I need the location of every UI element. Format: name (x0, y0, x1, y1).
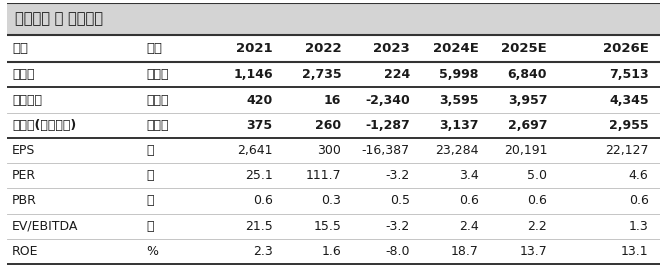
Text: 111.7: 111.7 (305, 169, 342, 182)
Text: -3.2: -3.2 (386, 220, 410, 233)
Text: 배: 배 (146, 194, 153, 207)
Text: 18.7: 18.7 (451, 245, 479, 258)
Text: 7,513: 7,513 (609, 68, 648, 81)
Text: 2023: 2023 (374, 42, 410, 55)
Text: 3,137: 3,137 (439, 119, 479, 132)
Text: 6,840: 6,840 (508, 68, 547, 81)
Text: EPS: EPS (12, 144, 35, 157)
Text: 260: 260 (315, 119, 342, 132)
Text: -1,287: -1,287 (366, 119, 410, 132)
Text: 25.1: 25.1 (245, 169, 273, 182)
Text: 배: 배 (146, 169, 153, 182)
Text: -3.2: -3.2 (386, 169, 410, 182)
Text: 3.4: 3.4 (459, 169, 479, 182)
Text: 4,345: 4,345 (609, 94, 648, 106)
Text: %: % (146, 245, 158, 258)
Text: 375: 375 (247, 119, 273, 132)
Text: 2025E: 2025E (502, 42, 547, 55)
Text: 순이익(지배주주): 순이익(지배주주) (12, 119, 76, 132)
Text: 1,146: 1,146 (233, 68, 273, 81)
Text: 십억원: 십억원 (146, 94, 168, 106)
Text: 20,191: 20,191 (504, 144, 547, 157)
Text: 단위: 단위 (146, 42, 162, 55)
Text: 4.6: 4.6 (629, 169, 648, 182)
Text: 16: 16 (324, 94, 342, 106)
Text: 3,957: 3,957 (508, 94, 547, 106)
Text: PBR: PBR (12, 194, 37, 207)
Text: ROE: ROE (12, 245, 39, 258)
Text: 십억원: 십억원 (146, 119, 168, 132)
Text: 1.3: 1.3 (629, 220, 648, 233)
Text: PER: PER (12, 169, 36, 182)
Text: 420: 420 (247, 94, 273, 106)
Text: 13.1: 13.1 (621, 245, 648, 258)
Text: 영업이익: 영업이익 (12, 94, 42, 106)
Text: 15.5: 15.5 (313, 220, 342, 233)
Text: 0.6: 0.6 (629, 194, 648, 207)
Text: 2.4: 2.4 (459, 220, 479, 233)
Text: 0.6: 0.6 (459, 194, 479, 207)
Text: 2022: 2022 (305, 42, 342, 55)
Text: EV/EBITDA: EV/EBITDA (12, 220, 78, 233)
Text: 22,127: 22,127 (605, 144, 648, 157)
Text: 구분: 구분 (12, 42, 28, 55)
Text: 매출액: 매출액 (12, 68, 35, 81)
Text: 5,998: 5,998 (440, 68, 479, 81)
Text: 영업실적 및 투자지표: 영업실적 및 투자지표 (15, 11, 103, 26)
Text: -16,387: -16,387 (362, 144, 410, 157)
Text: 2,955: 2,955 (609, 119, 648, 132)
Text: 3,595: 3,595 (439, 94, 479, 106)
Text: 2024E: 2024E (433, 42, 479, 55)
Text: 300: 300 (317, 144, 342, 157)
Text: 1.6: 1.6 (321, 245, 342, 258)
Text: 0.6: 0.6 (253, 194, 273, 207)
Text: 0.3: 0.3 (321, 194, 342, 207)
Text: 배: 배 (146, 220, 153, 233)
Text: 224: 224 (384, 68, 410, 81)
Text: 2026E: 2026E (603, 42, 648, 55)
Text: 5.0: 5.0 (527, 169, 547, 182)
Text: 2.3: 2.3 (253, 245, 273, 258)
Text: 2,735: 2,735 (301, 68, 342, 81)
Text: 2.2: 2.2 (528, 220, 547, 233)
Text: 원: 원 (146, 144, 153, 157)
Text: 13.7: 13.7 (520, 245, 547, 258)
Text: 2,641: 2,641 (237, 144, 273, 157)
Text: 0.5: 0.5 (390, 194, 410, 207)
Text: -2,340: -2,340 (366, 94, 410, 106)
Text: 2,697: 2,697 (508, 119, 547, 132)
Text: 0.6: 0.6 (528, 194, 547, 207)
Text: 21.5: 21.5 (245, 220, 273, 233)
Text: 2021: 2021 (236, 42, 273, 55)
Text: -8.0: -8.0 (386, 245, 410, 258)
Bar (7, 3, 660, 35)
Text: 십억원: 십억원 (146, 68, 168, 81)
Text: 23,284: 23,284 (435, 144, 479, 157)
